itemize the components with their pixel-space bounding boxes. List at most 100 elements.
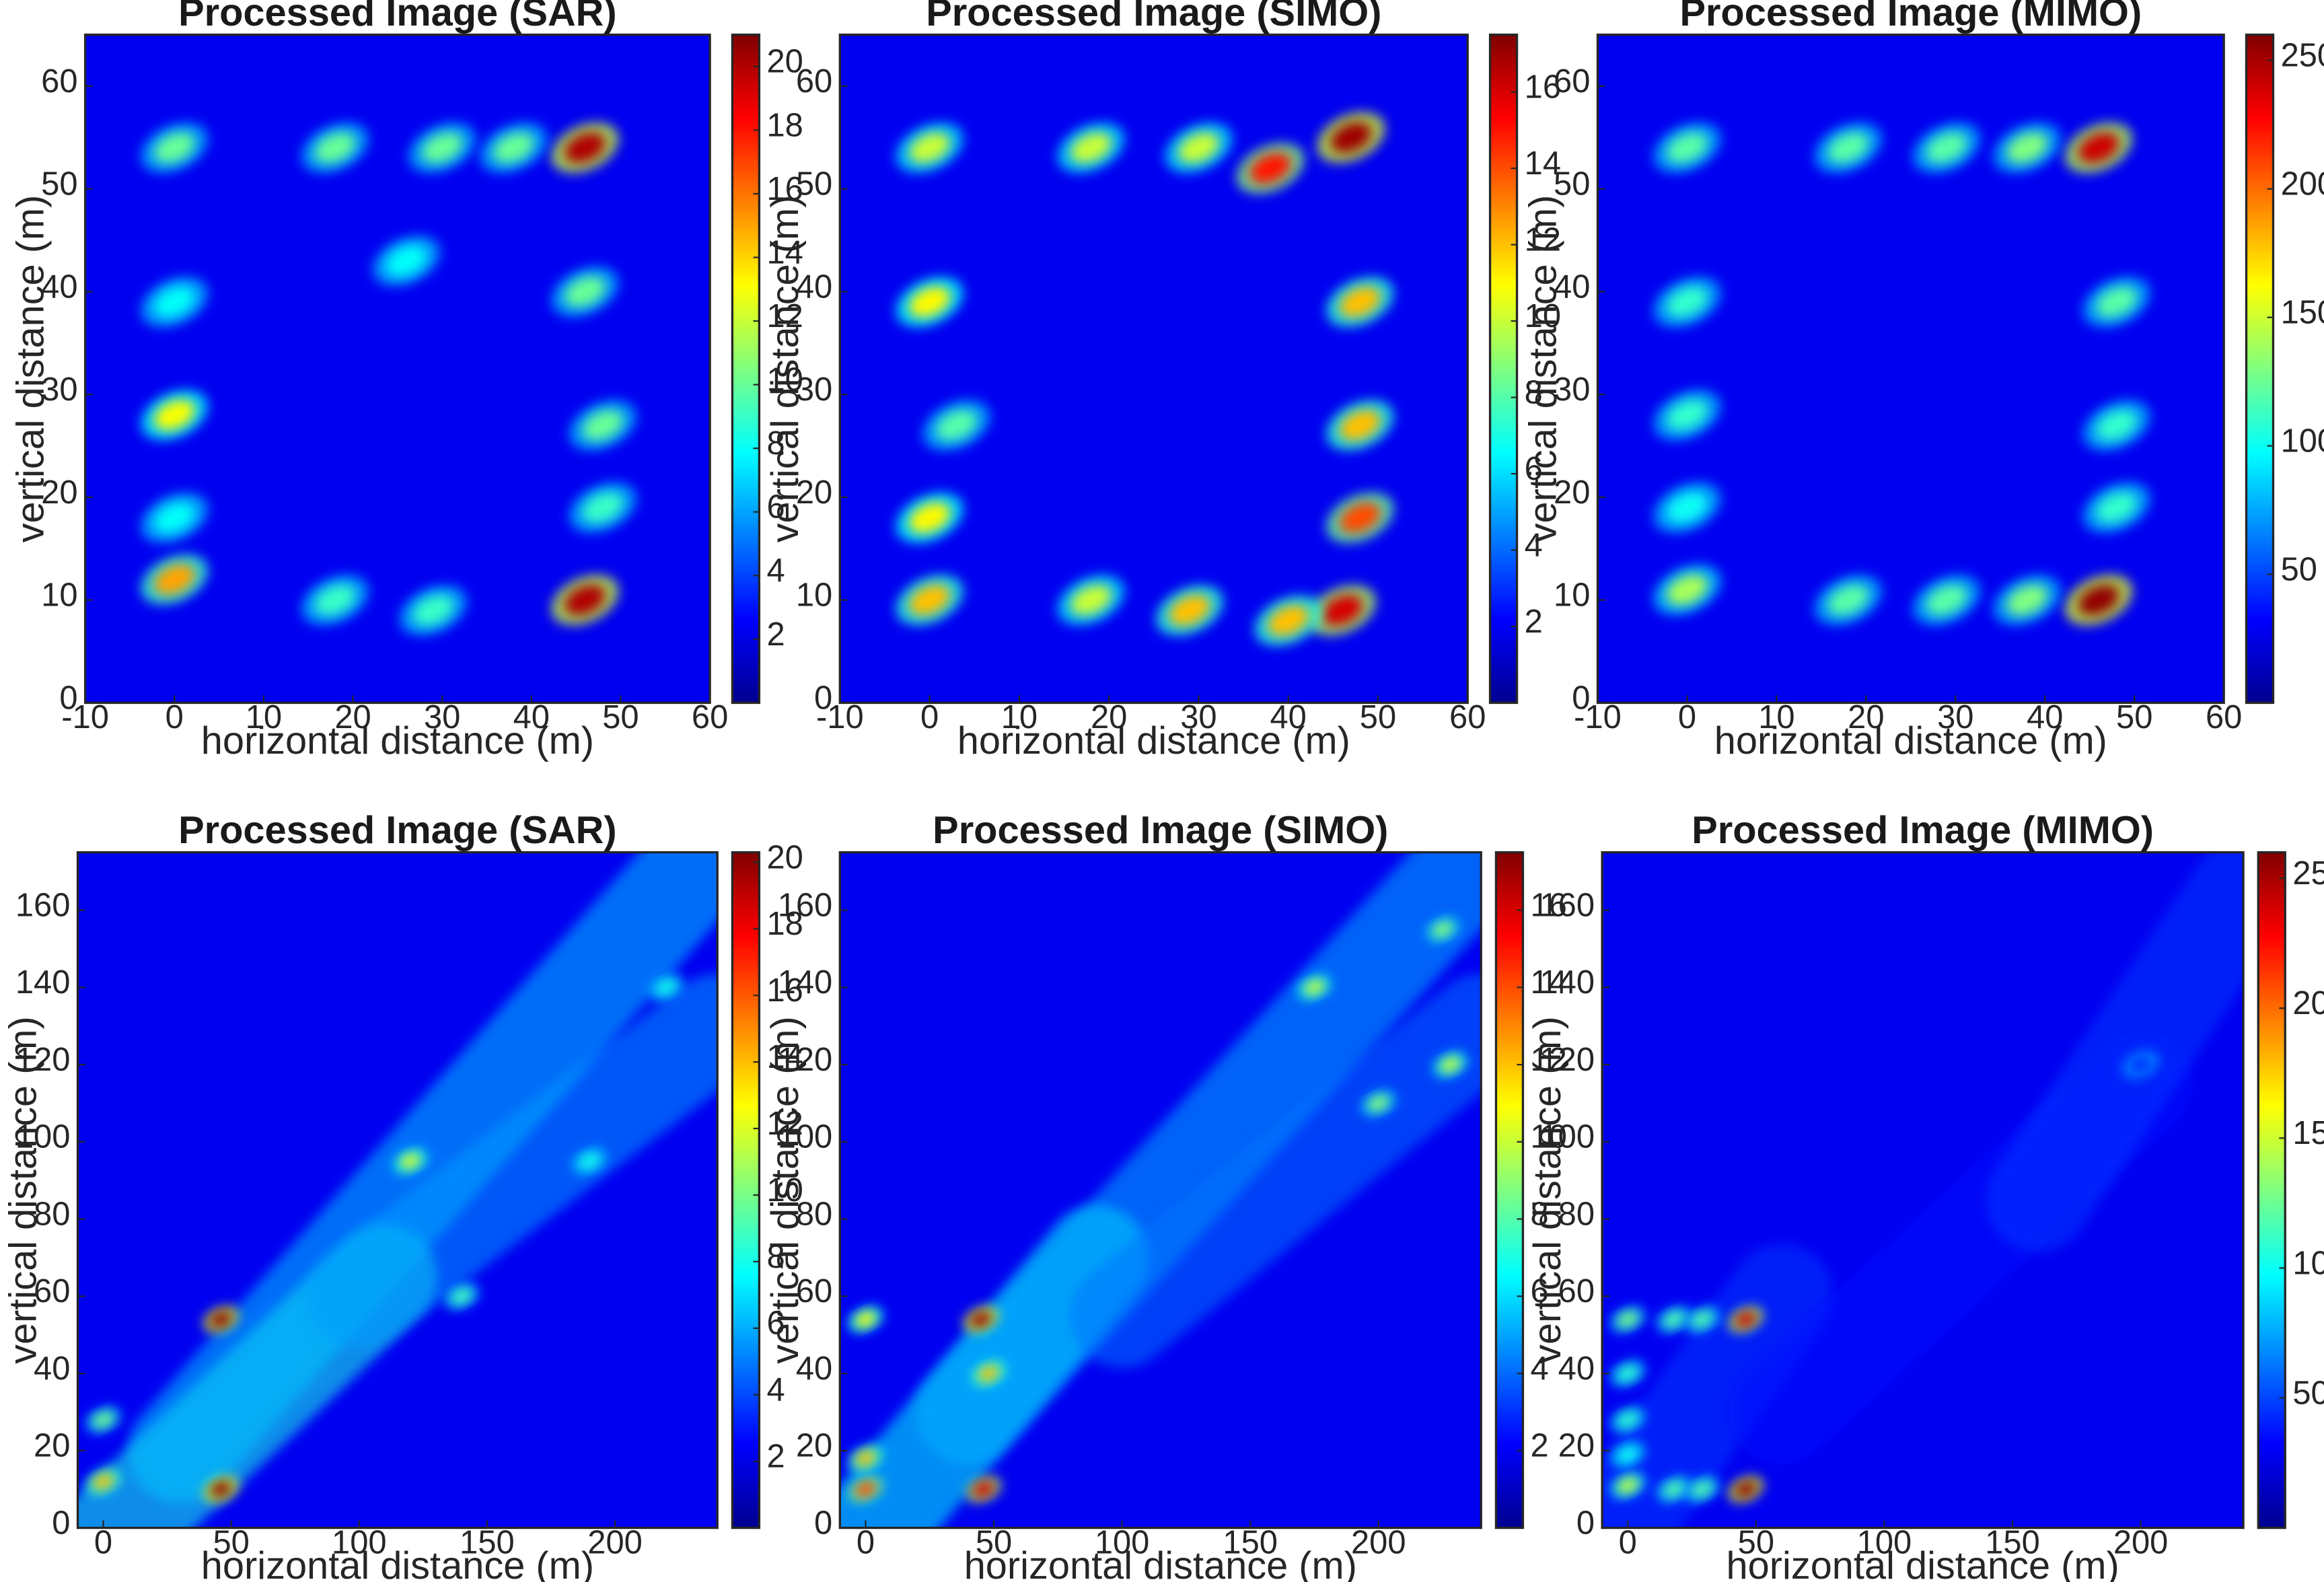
chart-panel-4: 0 50 100 150 200 0 20 40 60 80 100 120 140 160 Process… <box>1 809 803 1582</box>
heatmap-spot-12 <box>2130 1056 2152 1073</box>
heatmap-spot-5 <box>978 1365 1000 1381</box>
heatmap-field <box>1602 852 2244 1528</box>
colorbar-gradient <box>2246 34 2274 703</box>
heatmap-spot-15 <box>1926 585 1967 616</box>
colorbar-frame <box>1488 33 1519 705</box>
heatmap-spot-14 <box>1827 585 1868 616</box>
x-tick-label: 150 <box>1985 1524 2040 1560</box>
heatmap-spot-6 <box>855 1311 877 1328</box>
colorbar-tick-label: 8 <box>1531 1196 1549 1232</box>
x-tick-label: 40 <box>513 699 550 735</box>
heatmap-spot-6 <box>909 503 950 533</box>
heatmap-spot-8 <box>493 133 534 163</box>
y-tick-label: 60 <box>1554 63 1590 100</box>
heatmap-spot-16 <box>386 246 427 276</box>
colorbar: 50 100 150 200 250 <box>2257 851 2324 1530</box>
plot-frame <box>838 33 1469 705</box>
x-tick-label: 40 <box>1270 699 1307 735</box>
chart-title: Processed Image (SAR) <box>178 809 617 852</box>
chart-title: Processed Image (MIMO) <box>1692 809 2154 852</box>
colorbar-tick-label: 16 <box>766 972 803 1009</box>
heatmap-spot-1 <box>210 1311 232 1328</box>
heatmap-band-2 <box>916 852 1482 1465</box>
colorbar-tick-label: 150 <box>2281 295 2324 331</box>
y-tick-label: 40 <box>1558 1351 1595 1387</box>
heatmap-spot-16 <box>2006 585 2047 616</box>
colorbar-tick-label: 2 <box>766 616 785 653</box>
heatmap-band-1 <box>1602 1244 1834 1528</box>
heatmap-band-3 <box>307 973 718 1349</box>
y-tick-label: 40 <box>41 268 77 305</box>
colorbar-tick-label: 8 <box>766 1239 785 1275</box>
chart-title: Processed Image (SAR) <box>178 0 617 34</box>
y-tick-label: 60 <box>796 1273 832 1309</box>
colorbar-tick-label: 20 <box>766 839 803 875</box>
colorbar-tick-label: 16 <box>1531 888 1567 924</box>
colorbar-tick-label: 200 <box>2292 985 2324 1021</box>
y-tick-label: 20 <box>796 1428 832 1464</box>
x-tick-label: 100 <box>332 1524 387 1560</box>
heatmap-spot-7 <box>1303 979 1326 996</box>
colorbar-tick-label: 16 <box>1525 69 1561 106</box>
colorbar-tick-label: 6 <box>766 1305 785 1342</box>
colorbar-tick-label: 250 <box>2292 855 2324 892</box>
x-tick-label: 50 <box>976 1524 1012 1560</box>
heatmap-spot-2 <box>1735 1481 1757 1497</box>
y-tick-label: 10 <box>796 577 832 614</box>
y-tick-label: 0 <box>814 680 832 716</box>
y-tick-label: 0 <box>1572 680 1590 716</box>
heatmap-spot-9 <box>1667 492 1708 523</box>
colorbar-frame <box>2257 851 2286 1530</box>
y-tick-label: 120 <box>15 1042 71 1078</box>
x-tick-label: 10 <box>1001 699 1038 735</box>
colorbar-tick-label: 50 <box>2292 1375 2324 1411</box>
colorbar-tick-label: 50 <box>2281 551 2317 587</box>
heatmap-field <box>840 852 1482 1528</box>
x-tick-label: 30 <box>1180 699 1217 735</box>
colorbar-tick-label: 200 <box>2281 166 2324 203</box>
y-tick-label: 100 <box>15 1119 71 1155</box>
heatmap-spot-12 <box>154 287 195 318</box>
x-axis-label: horizontal distance (m) <box>1714 719 2107 762</box>
x-tick-label: 30 <box>1937 699 1973 735</box>
colorbar-tick-label: 18 <box>766 906 803 942</box>
x-tick-label: 150 <box>460 1524 515 1560</box>
x-tick-label: 0 <box>920 699 939 735</box>
heatmap-spot-6 <box>2006 133 2047 164</box>
heatmap-field <box>141 122 637 636</box>
heatmap-spot-7 <box>422 133 463 163</box>
x-tick-label: 0 <box>1678 699 1696 735</box>
heatmap-spot-11 <box>1340 287 1381 318</box>
colorbar-tick-label: 14 <box>766 1039 803 1075</box>
heatmap-spot-13 <box>154 503 195 533</box>
x-tick-label: 200 <box>2113 1524 2169 1560</box>
heatmap-spot-9 <box>1070 133 1112 164</box>
x-tick-label: 10 <box>246 699 282 735</box>
heatmap-spot-3 <box>1617 1311 1638 1328</box>
heatmap-spot-4 <box>1827 133 1868 164</box>
heatmap-spot-5 <box>1692 1311 1713 1328</box>
colorbar-tick-label: 10 <box>766 362 803 398</box>
heatmap-spot-6 <box>1617 1365 1638 1381</box>
plot-frame <box>76 851 719 1530</box>
heatmap-spot-7 <box>1667 287 1708 318</box>
y-axis-label: vertical distance (m) <box>1 1016 44 1364</box>
y-tick-label: 10 <box>1554 577 1590 614</box>
colorbar-frame <box>2245 33 2275 705</box>
y-tick-label: 60 <box>41 63 77 100</box>
colorbar-tick-label: 250 <box>2281 38 2324 74</box>
colorbar-tick-label: 4 <box>1531 1351 1549 1387</box>
y-tick-label: 50 <box>796 166 832 203</box>
x-tick-label: 40 <box>2027 699 2063 735</box>
colorbar-tick-label: 12 <box>766 298 803 334</box>
colorbar-tick-label: 4 <box>1525 527 1543 563</box>
x-axis-label: horizontal distance (m) <box>957 719 1350 762</box>
heatmap-spot-7 <box>579 1153 600 1170</box>
x-tick-label: 50 <box>1360 699 1396 735</box>
colorbar-tick-label: 2 <box>1531 1428 1549 1464</box>
heatmap-spot-4 <box>1268 605 1309 636</box>
heatmap-spot-9 <box>1617 1477 1638 1494</box>
heatmap-spot-2 <box>2078 585 2119 616</box>
x-tick-label: 20 <box>1848 699 1884 735</box>
